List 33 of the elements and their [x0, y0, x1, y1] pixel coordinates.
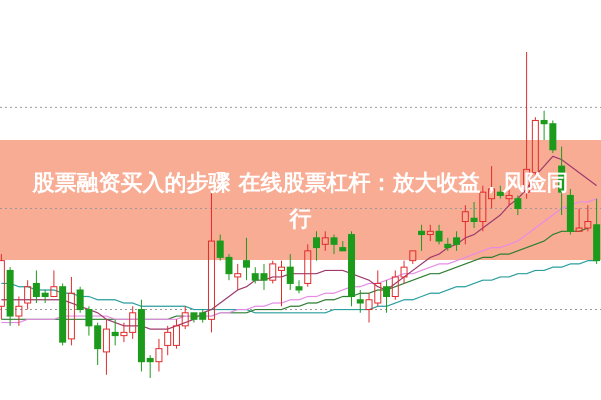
candlestick — [330, 234, 338, 255]
candlestick — [242, 237, 250, 281]
candlestick — [426, 224, 434, 242]
candlestick — [584, 204, 592, 232]
candlestick — [366, 292, 373, 324]
candlestick — [540, 110, 548, 141]
candlestick — [15, 296, 22, 326]
candlestick — [208, 192, 215, 333]
candlestick — [102, 318, 110, 376]
candlestick — [225, 254, 232, 281]
candlestick — [269, 260, 276, 284]
candlestick — [313, 230, 320, 262]
candlestick — [112, 318, 119, 346]
candlestick — [470, 201, 478, 229]
candlestick — [76, 286, 84, 314]
candlestick — [322, 230, 329, 252]
candlestick — [155, 338, 162, 372]
candlestick — [462, 204, 469, 245]
candlestick — [593, 198, 600, 264]
candlestick — [286, 254, 294, 290]
candlestick — [383, 280, 390, 314]
candlestick — [418, 224, 426, 252]
candlestick — [234, 263, 242, 290]
candlestick — [436, 224, 443, 245]
candlestick — [24, 280, 32, 310]
candlestick — [356, 289, 364, 314]
candlestick — [6, 266, 14, 326]
candlestick — [374, 270, 382, 307]
candlestick — [164, 325, 172, 356]
candlestick — [278, 260, 285, 307]
candlestick — [260, 263, 268, 290]
candlestick — [252, 266, 259, 284]
candlestick — [68, 276, 75, 346]
